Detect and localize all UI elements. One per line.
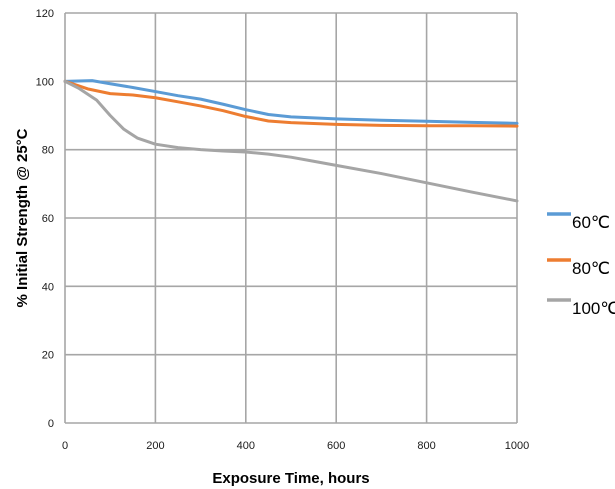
x-tick-label: 0 bbox=[62, 440, 68, 452]
y-tick-label: 60 bbox=[42, 213, 54, 225]
y-tick-label: 20 bbox=[42, 350, 54, 362]
y-tick-label: 0 bbox=[48, 418, 54, 430]
legend: 60℃ 80℃ 100℃ bbox=[547, 212, 615, 318]
x-tick-label: 200 bbox=[146, 440, 164, 452]
grid-lines bbox=[64, 12, 518, 424]
series-lines bbox=[63, 79, 519, 203]
x-tick-label: 400 bbox=[237, 440, 255, 452]
x-axis-ticks: 0 200 400 600 800 1000 bbox=[62, 440, 529, 452]
y-axis-title: % Initial Strength @ 25°C bbox=[14, 128, 31, 307]
series-line-3 bbox=[63, 79, 519, 203]
y-tick-label: 120 bbox=[36, 8, 54, 20]
series-line-1 bbox=[63, 79, 519, 125]
x-tick-label: 600 bbox=[327, 440, 345, 452]
legend-label-2: 80℃ bbox=[572, 259, 610, 278]
legend-label-1: 60℃ bbox=[572, 213, 610, 232]
y-tick-label: 80 bbox=[42, 145, 54, 157]
x-tick-label: 1000 bbox=[505, 440, 529, 452]
y-tick-label: 40 bbox=[42, 281, 54, 293]
x-axis-title: Exposure Time, hours bbox=[212, 470, 369, 487]
y-axis-ticks: 0 20 40 60 80 100 120 bbox=[36, 8, 54, 430]
x-tick-label: 800 bbox=[417, 440, 435, 452]
y-tick-label: 100 bbox=[36, 76, 54, 88]
series-line-2 bbox=[63, 79, 519, 128]
legend-label-3: 100℃ bbox=[572, 299, 615, 318]
